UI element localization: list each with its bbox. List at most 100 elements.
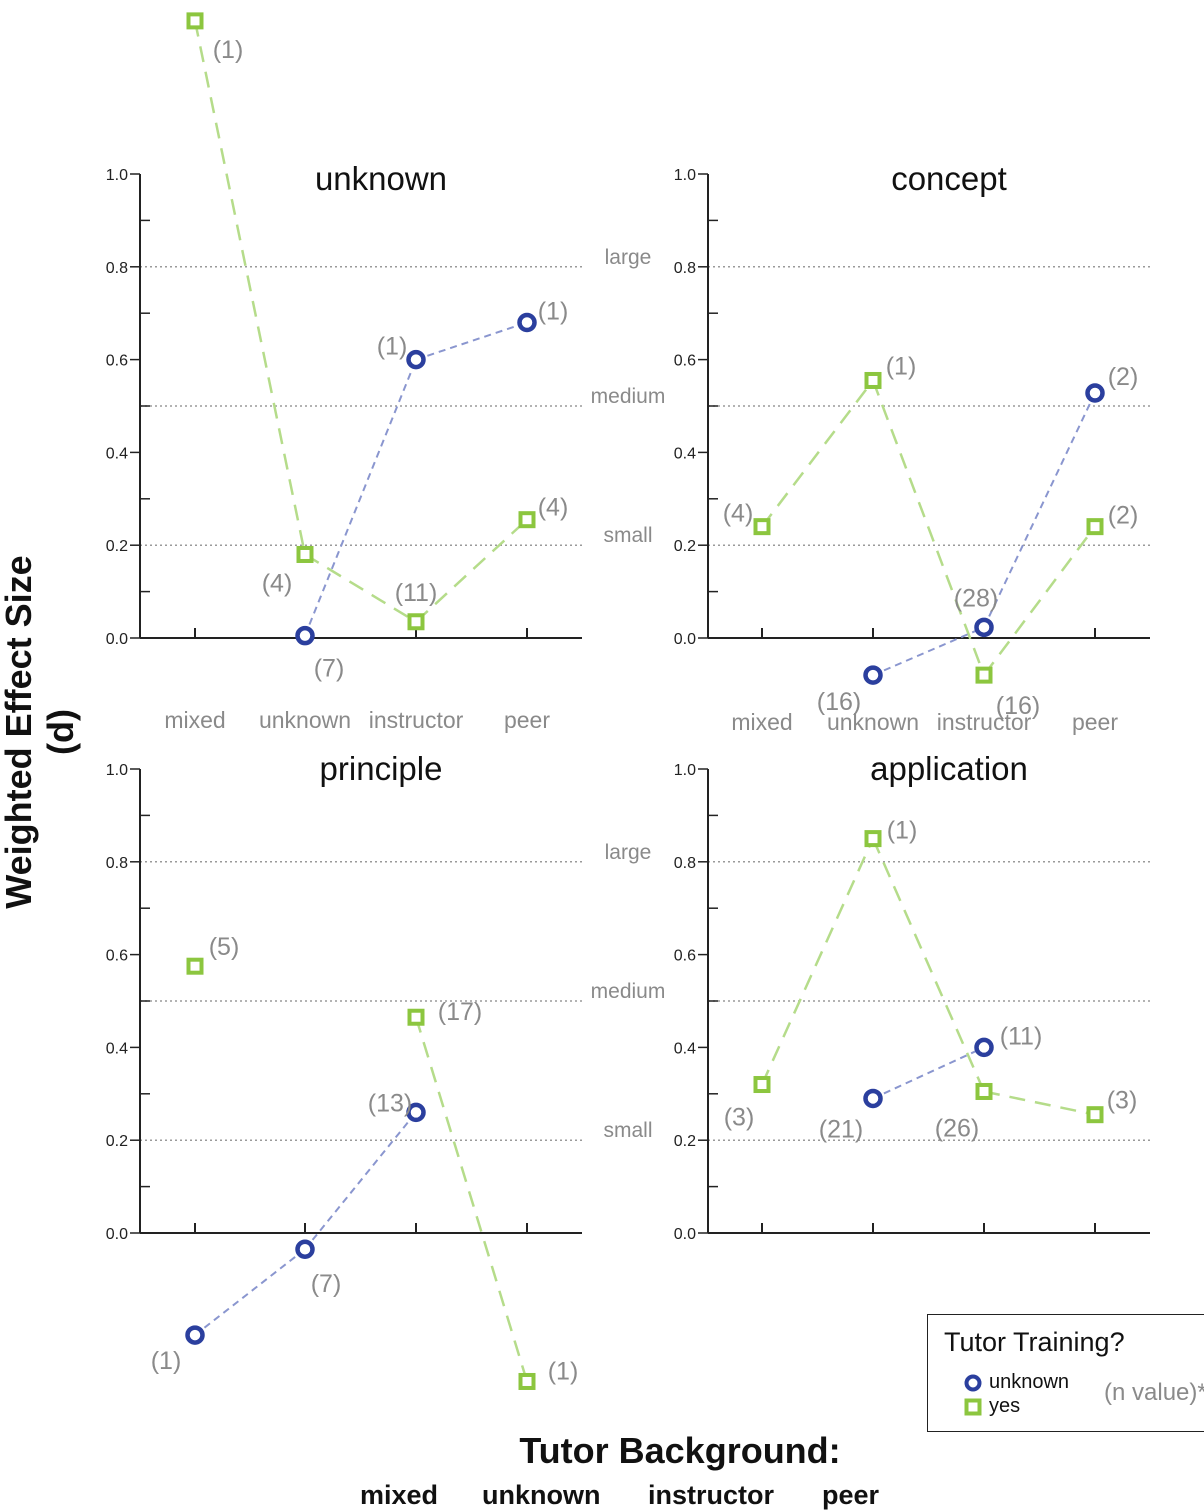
legend-item-yes: yes — [964, 1395, 1020, 1418]
y-tick-label: 0.0 — [106, 631, 128, 648]
data-point-unknown — [406, 1102, 426, 1123]
reference-label-large: large — [605, 841, 652, 864]
data-point-unknown — [1085, 383, 1105, 403]
y-tick-label: 0.6 — [674, 948, 696, 965]
y-tick-label: 0.0 — [106, 1226, 128, 1243]
data-point-unknown — [974, 617, 994, 638]
y-tick-label: 0.8 — [674, 855, 696, 872]
panel-unknown: large medium small 0.0 0.2 0.4 0.6 0.8 1.0 unknow… — [106, 12, 666, 733]
panel-principle: large medium small 0.0 0.2 0.4 0.6 0.8 1.0 princi… — [106, 750, 666, 1390]
y-tick-label: 0.8 — [106, 260, 128, 277]
y-tick-label: 0.8 — [106, 855, 128, 872]
legend-item-unknown: unknown — [964, 1371, 1069, 1394]
y-tick-label: 1.0 — [106, 167, 128, 184]
series-line-unknown — [415, 321, 528, 361]
y-tick-label: 0.4 — [674, 1040, 696, 1057]
n-value-label: (26) — [935, 1114, 979, 1142]
y-tick-label: 1.0 — [106, 762, 128, 779]
data-point-yes — [407, 1008, 425, 1026]
n-value-label: (1) — [887, 817, 918, 845]
n-value-label: (2) — [1108, 502, 1139, 530]
y-tick-label: 0.6 — [106, 948, 128, 965]
y-tick-label: 0.8 — [674, 260, 696, 277]
series-line-unknown — [304, 1111, 417, 1250]
x-category-label-peer: peer — [504, 707, 550, 733]
circle-marker-icon — [964, 1374, 982, 1392]
n-value-label: (11) — [1000, 1022, 1043, 1050]
panel-title: principle — [320, 750, 443, 787]
panel-application: 0.0 0.2 0.4 0.6 0.8 1.0 application (3) (1) (26) (… — [674, 750, 1150, 1243]
data-point-yes — [864, 830, 882, 848]
x-category-label-unknown: unknown — [827, 709, 919, 735]
n-value-label: (5) — [209, 933, 240, 961]
n-value-label: (16) — [996, 692, 1040, 720]
data-point-unknown — [295, 625, 315, 646]
x-category-instructor: instructor — [648, 1480, 775, 1510]
n-value-label: (3) — [1107, 1087, 1138, 1115]
data-point-yes — [1086, 518, 1104, 536]
series-line-yes — [304, 553, 417, 623]
y-tick-label: 0.4 — [106, 445, 128, 462]
n-value-label: (1) — [213, 36, 244, 64]
y-tick-label: 0.4 — [106, 1040, 128, 1057]
n-value-label: (1) — [886, 352, 917, 380]
series-line-unknown — [872, 626, 985, 677]
reference-label-medium: medium — [591, 385, 666, 408]
data-point-yes — [975, 1082, 993, 1100]
data-point-yes — [407, 613, 425, 631]
data-point-yes — [296, 545, 314, 563]
series-line-unknown — [983, 392, 1096, 628]
series-line-yes — [871, 380, 986, 676]
series-line-unknown — [304, 359, 417, 637]
n-value-label: (1) — [538, 297, 569, 325]
panel-title: application — [870, 750, 1028, 787]
n-value-label: (16) — [817, 688, 861, 716]
x-category-label-instructor: instructor — [369, 707, 464, 733]
reference-label-small: small — [603, 1119, 652, 1142]
n-value-label: (3) — [724, 1104, 755, 1132]
x-axis-title: Tutor Background: — [519, 1430, 841, 1471]
n-value-label: (7) — [314, 655, 345, 683]
y-tick-label: 0.2 — [674, 1133, 696, 1150]
n-value-label: (4) — [538, 494, 569, 522]
legend-note: (n value)* — [1104, 1379, 1204, 1406]
panel-title: unknown — [315, 160, 447, 197]
n-value-label: (7) — [311, 1270, 342, 1298]
y-tick-label: 0.2 — [106, 1133, 128, 1150]
n-value-label: (4) — [723, 500, 754, 528]
series-line-unknown — [872, 1046, 985, 1100]
x-category-label-unknown: unknown — [259, 707, 351, 733]
y-tick-label: 0.0 — [674, 631, 696, 648]
panel-title: concept — [891, 160, 1007, 197]
n-value-label: (2) — [1108, 363, 1139, 391]
reference-label-medium: medium — [591, 980, 666, 1003]
data-point-unknown — [863, 1088, 883, 1109]
y-tick-label: 0.0 — [674, 1226, 696, 1243]
data-point-unknown — [974, 1037, 994, 1058]
data-point-yes — [753, 1076, 771, 1094]
series-line-yes — [761, 379, 874, 528]
x-category-mixed: mixed — [360, 1480, 439, 1510]
n-value-label: (21) — [819, 1115, 863, 1143]
data-point-yes — [186, 957, 204, 975]
reference-label-small: small — [603, 524, 652, 547]
y-tick-label: 1.0 — [674, 762, 696, 779]
y-tick-label: 0.2 — [674, 538, 696, 555]
data-point-yes — [186, 12, 204, 30]
x-category-peer: peer — [822, 1480, 880, 1510]
data-point-yes — [975, 666, 993, 684]
n-value-label: (1) — [151, 1347, 182, 1375]
x-category-label-mixed: mixed — [731, 709, 792, 735]
data-point-yes — [753, 518, 771, 536]
legend: Tutor Training? unknown yes (n value)* — [927, 1314, 1204, 1432]
data-point-unknown — [185, 1325, 205, 1345]
series-line-yes — [871, 838, 986, 1092]
data-point-unknown — [406, 349, 426, 370]
square-marker-icon — [964, 1398, 982, 1416]
panel-concept: 0.0 0.2 0.4 0.6 0.8 1.0 concept mixed unknown ins… — [674, 160, 1150, 735]
data-point-yes — [518, 511, 536, 529]
data-point-yes — [1086, 1106, 1104, 1124]
series-line-yes — [760, 838, 875, 1086]
n-value-label: (17) — [438, 998, 482, 1026]
n-value-label: (1) — [377, 333, 408, 361]
